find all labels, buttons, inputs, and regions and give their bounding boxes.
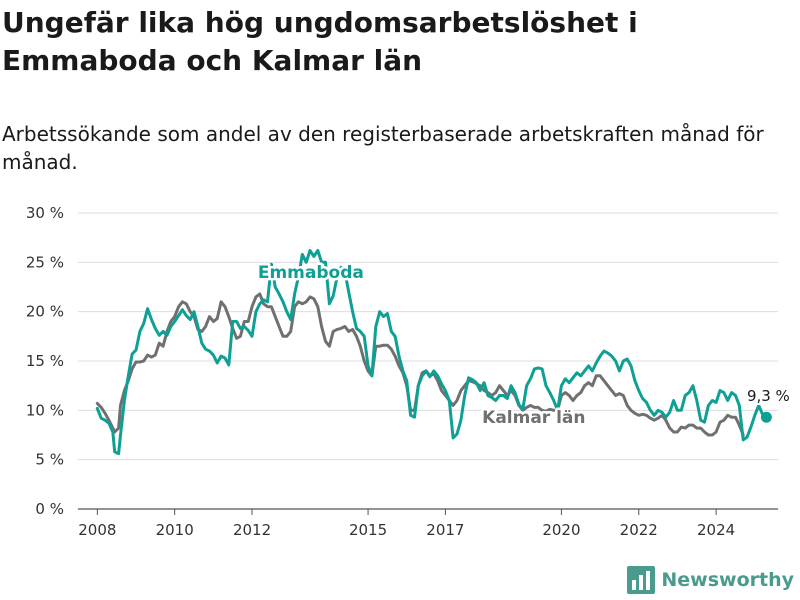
bar-chart-logo-icon [627, 566, 656, 594]
series-lines [95, 249, 768, 456]
x-tick-label: 2012 [233, 521, 271, 539]
annotations: Emmaboda Kalmar län 9,3 % [255, 261, 792, 431]
x-tick-label: 2008 [78, 521, 116, 539]
chart-title: Ungefär lika hög ungdomsarbetslöshet i E… [2, 6, 638, 77]
y-tick-label: 25 % [26, 253, 64, 271]
x-tick-label: 2010 [156, 521, 194, 539]
grid-lines [78, 212, 778, 510]
brand-name: Newsworthy [661, 569, 794, 591]
series-label-emmaboda: Emmaboda [258, 263, 364, 283]
y-tick-label: 10 % [26, 401, 64, 419]
series-line-emmaboda [95, 249, 768, 456]
series-label-kalmar-lan: Kalmar län [482, 408, 585, 428]
x-axis: 2008 2010 2012 2015 2017 2020 2022 2024 [78, 509, 735, 539]
y-tick-label: 30 % [26, 204, 64, 222]
x-tick-label: 2017 [426, 521, 464, 539]
x-tick-label: 2020 [542, 521, 580, 539]
y-tick-label: 5 % [35, 451, 64, 469]
x-tick-label: 2015 [349, 521, 387, 539]
end-value-label: 9,3 % [747, 387, 790, 405]
end-point-marker [760, 411, 772, 423]
newsworthy-brand: Newsworthy [627, 566, 794, 594]
x-tick-label: 2024 [697, 521, 735, 539]
y-axis: 0 % 5 % 10 % 15 % 20 % 25 % 30 % [26, 204, 64, 518]
y-tick-label: 20 % [26, 303, 64, 321]
y-tick-label: 15 % [26, 352, 64, 370]
y-tick-label: 0 % [35, 500, 64, 518]
x-tick-label: 2022 [620, 521, 658, 539]
chart-subtitle: Arbetssökande som andel av den registerb… [2, 122, 764, 174]
